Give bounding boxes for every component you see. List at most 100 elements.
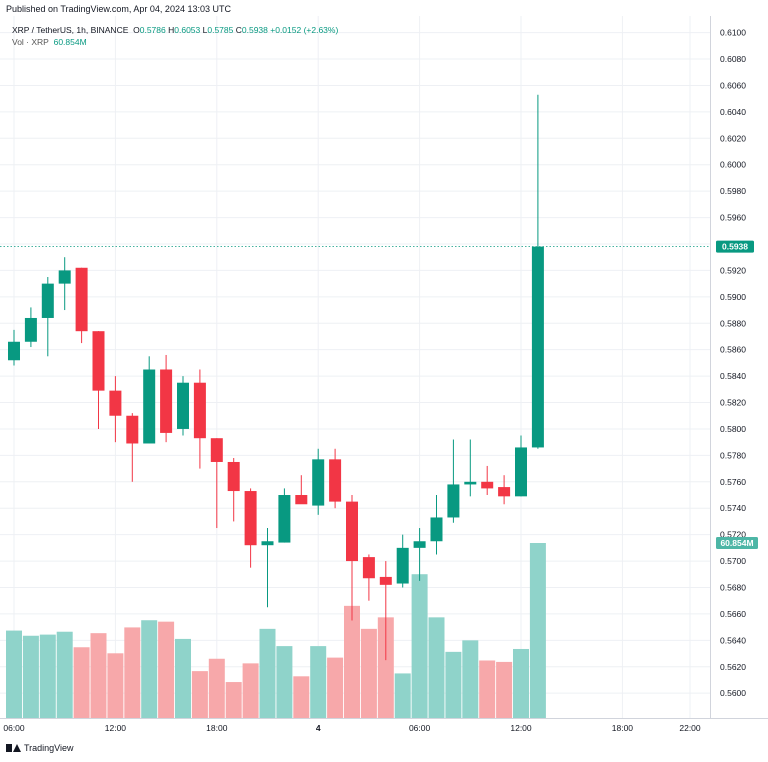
last-volume-label-bg	[716, 537, 758, 549]
candle-body	[24, 317, 37, 342]
candle-body	[498, 487, 511, 497]
volume-bar	[73, 647, 90, 718]
candle-body	[160, 369, 173, 433]
candle-body	[41, 283, 54, 318]
price-tick-label: 0.5920	[720, 265, 746, 275]
volume-bar	[6, 630, 22, 718]
candle-body	[430, 517, 443, 542]
volume-bar	[377, 617, 394, 718]
last-price-label-bg	[716, 240, 754, 253]
last-price-label: 0.5938	[716, 240, 754, 253]
price-tick-label: 0.5900	[720, 292, 746, 302]
price-tick-label: 0.5640	[720, 635, 746, 645]
time-tick-label: 18:00	[612, 723, 634, 733]
volume-bar	[327, 657, 344, 718]
candle-body	[109, 390, 122, 416]
high-label: H	[168, 25, 175, 35]
time-axis[interactable]: 06:00 12:00 18:00 4 06:00 12:00 18:00 22:00	[3, 723, 701, 733]
candle-body	[531, 246, 544, 448]
candle-body	[379, 576, 392, 585]
candle-body	[58, 270, 71, 284]
candle-body	[126, 415, 139, 444]
candle-body	[295, 495, 308, 505]
volume-bar	[90, 633, 107, 718]
candle-body	[92, 331, 105, 391]
price-tick-label: 0.5880	[720, 318, 746, 328]
chart-frame[interactable]: 0.5600 0.5620 0.5640 0.5660 0.5680 0.5700 0.57…	[0, 16, 768, 737]
volume-bar	[310, 646, 327, 718]
volume-bar	[39, 634, 56, 718]
volume-bar	[428, 617, 445, 718]
volume-label: Vol · XRP	[12, 37, 49, 47]
candlestick-chart[interactable]: 0.5600 0.5620 0.5640 0.5660 0.5680 0.5700 0.57…	[0, 16, 768, 737]
candle-body	[8, 341, 20, 361]
price-tick-label: 0.5740	[720, 503, 746, 513]
time-tick-label: 12:00	[510, 723, 532, 733]
candle-body	[210, 438, 223, 462]
change-value: +0.0152 (+2.63%)	[270, 25, 339, 35]
candle-body	[329, 459, 342, 502]
price-tick-label: 0.5760	[720, 477, 746, 487]
price-tick-label: 0.5660	[720, 609, 746, 619]
time-tick-label: 06:00	[3, 723, 25, 733]
volume-bar	[445, 651, 462, 718]
volume-bar	[242, 663, 259, 718]
volume-bar	[191, 671, 208, 718]
volume-bar	[479, 660, 496, 718]
candle-body	[481, 481, 494, 489]
close-value: 0.5938	[241, 25, 268, 35]
volume-bar	[293, 676, 310, 718]
last-volume-label: 60.854M	[716, 537, 758, 549]
volume-bar	[158, 621, 175, 718]
time-tick-label: 06:00	[409, 723, 431, 733]
price-tick-label: 0.5980	[720, 186, 746, 196]
volume-bar	[513, 648, 529, 718]
time-tick-label: 22:00	[679, 723, 701, 733]
tradingview-logo-icon	[6, 744, 21, 752]
close-label: C	[235, 25, 242, 35]
price-tick-label: 0.5720	[720, 530, 746, 540]
legend: XRP / TetherUS, 1h, BINANCE O0.5786 H0.6…	[12, 24, 338, 48]
volume-bar	[22, 635, 39, 718]
published-caption: Published on TradingView.com, Apr 04, 20…	[6, 4, 231, 14]
open-label: O	[133, 25, 140, 35]
symbol-title: XRP / TetherUS, 1h, BINANCE	[12, 25, 129, 35]
volume-bars	[6, 543, 546, 718]
ohlc-row: XRP / TetherUS, 1h, BINANCE O0.5786 H0.6…	[12, 24, 338, 36]
volume-bar	[56, 631, 73, 718]
volume-bar	[225, 682, 242, 718]
volume-bar	[259, 628, 276, 718]
price-tick-label: 0.5600	[720, 688, 746, 698]
volume-bar	[360, 628, 377, 718]
high-value: 0.6053	[174, 25, 201, 35]
volume-bar	[141, 620, 158, 718]
candle-body	[346, 501, 358, 562]
low-label: L	[202, 25, 208, 35]
candles	[8, 94, 544, 661]
price-tick-label: 0.5960	[720, 213, 746, 223]
volume-bar	[462, 640, 479, 718]
time-tick-label: 4	[316, 723, 321, 733]
price-tick-label: 0.5860	[720, 345, 746, 355]
candle-body	[177, 382, 189, 429]
brand-name: TradingView	[24, 743, 74, 753]
volume-bar	[344, 605, 360, 718]
footer-brand: TradingView	[6, 743, 74, 753]
low-value: 0.5785	[207, 25, 234, 35]
candle-body	[143, 369, 156, 444]
price-tick-label: 0.5780	[720, 450, 746, 460]
price-grid	[0, 16, 710, 718]
candle-body	[312, 459, 325, 506]
volume-value: 60.854M	[53, 37, 87, 47]
price-tick-label: 0.5800	[720, 424, 746, 434]
volume-bar	[107, 653, 124, 718]
candle-body	[193, 382, 206, 439]
candle-body	[227, 461, 240, 492]
volume-row: Vol · XRP 60.854M	[12, 36, 338, 48]
price-tick-label: 0.6060	[720, 80, 746, 90]
volume-bar	[496, 661, 513, 718]
volume-bar	[411, 574, 428, 718]
price-tick-label: 0.6100	[720, 28, 746, 38]
open-value: 0.5786	[139, 25, 166, 35]
last-volume-text: 60.854M	[720, 538, 753, 548]
